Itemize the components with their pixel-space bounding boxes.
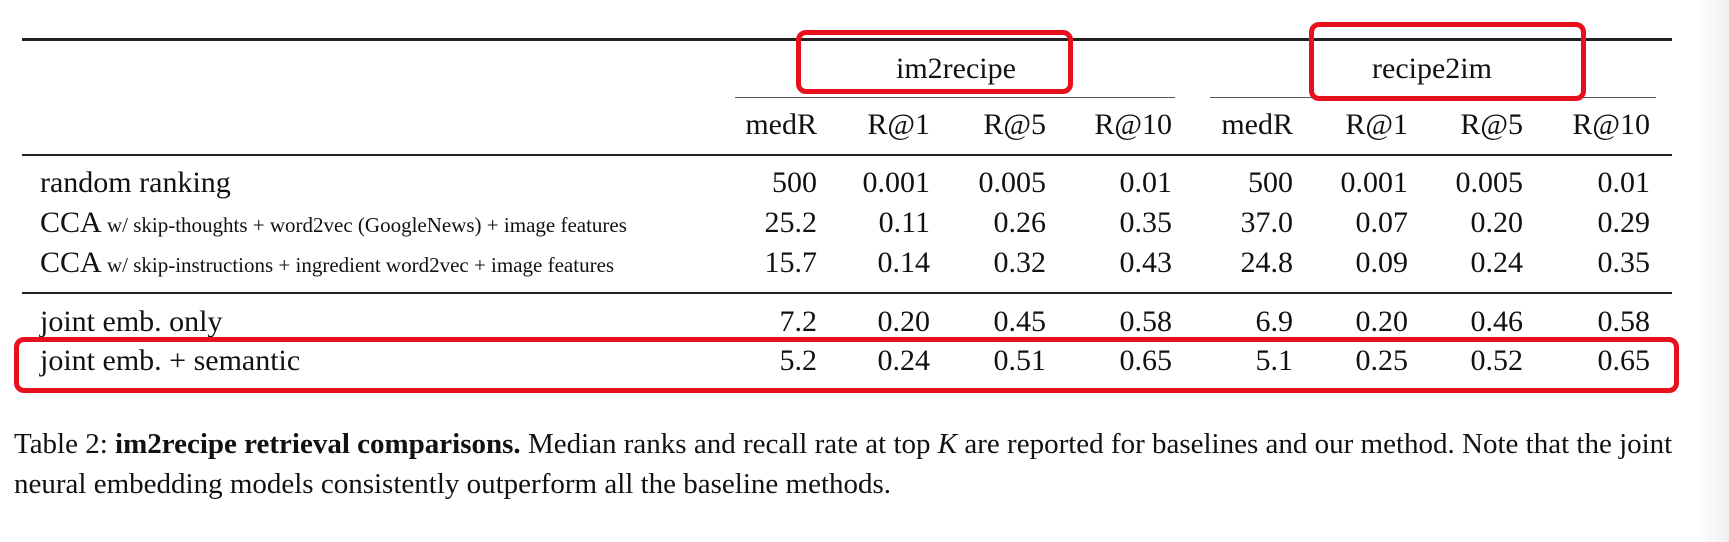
table-cell: 0.29	[1597, 206, 1651, 239]
table-cell: 0.26	[993, 206, 1047, 239]
table-cell: 37.0	[1240, 206, 1294, 239]
method-detail: w/ skip-thoughts + word2vec (GoogleNews)…	[101, 213, 627, 237]
table-caption: Table 2: im2recipe retrieval comparisons…	[14, 424, 1714, 504]
row-method-label: random ranking	[40, 166, 231, 202]
table-cell: 0.005	[1455, 166, 1524, 199]
highlight-box-im2recipe	[796, 30, 1073, 94]
table-cell: 0.35	[1119, 206, 1173, 239]
table-cell: 6.9	[1255, 305, 1294, 338]
method-name: random ranking	[40, 166, 231, 199]
table-cell: 0.09	[1355, 246, 1409, 279]
highlight-box-recipe2im	[1309, 22, 1586, 101]
table-cell: 0.35	[1597, 246, 1651, 279]
table-cell: 500	[1248, 166, 1293, 199]
table-cell: 0.25	[1355, 344, 1409, 377]
table-cell: 500	[772, 166, 817, 199]
caption-variable: K	[937, 428, 958, 460]
col-header-r1: R@1	[867, 108, 930, 141]
table-top-rule	[22, 38, 1672, 41]
table-cell: 0.52	[1470, 344, 1524, 377]
table-cell: 25.2	[764, 206, 818, 239]
col-header-r10: R@10	[1572, 108, 1650, 141]
row-method-label: joint emb. only	[40, 305, 223, 341]
table-cell: 0.45	[993, 305, 1047, 338]
table-cell: 0.01	[1119, 166, 1173, 199]
col-header-r5: R@5	[1460, 108, 1523, 141]
table-cell: 15.7	[764, 246, 818, 279]
table-cell: 0.65	[1119, 344, 1173, 377]
table-cell: 5.2	[779, 344, 818, 377]
group-header-recipe2im: recipe2im	[1372, 52, 1492, 85]
table-cell: 0.58	[1119, 305, 1173, 338]
col-header-medr: medR	[1221, 108, 1293, 141]
highlight-box-best-row	[14, 337, 1679, 393]
table-cell: 0.65	[1597, 344, 1651, 377]
method-name: joint emb. only	[40, 305, 223, 338]
table-cell: 24.8	[1240, 246, 1294, 279]
caption-bold-title: im2recipe retrieval comparisons.	[115, 428, 521, 460]
table-cell: 0.32	[993, 246, 1047, 279]
method-name: CCA	[40, 206, 102, 239]
table-cell: 0.07	[1355, 206, 1409, 239]
table-cell: 0.11	[878, 206, 930, 239]
table-cell: 0.58	[1597, 305, 1651, 338]
method-detail: w/ skip-instructions + ingredient word2v…	[101, 253, 615, 277]
caption-text: Median ranks and recall rate at top	[520, 428, 938, 460]
table-cell: 0.24	[1470, 246, 1524, 279]
caption-text: are reported for baselines and our metho…	[14, 428, 1673, 500]
row-method-label: joint emb. + semantic	[40, 344, 300, 380]
group-rule-im2recipe	[735, 97, 1175, 99]
table-cell: 5.1	[1255, 344, 1294, 377]
table-cell: 0.01	[1597, 166, 1651, 199]
table-cell: 0.43	[1119, 246, 1173, 279]
col-header-medr: medR	[745, 108, 817, 141]
method-name: CCA	[40, 246, 102, 279]
caption-prefix: Table 2:	[14, 428, 116, 460]
table-header-rule	[22, 154, 1672, 156]
table-cell: 0.001	[862, 166, 931, 199]
table-cell: 0.005	[978, 166, 1047, 199]
table-cell: 0.51	[993, 344, 1047, 377]
table-cell: 0.20	[877, 305, 931, 338]
table-cell: 0.20	[1470, 206, 1524, 239]
col-header-r1: R@1	[1345, 108, 1408, 141]
table-cell: 0.14	[877, 246, 931, 279]
table-group-separator	[22, 292, 1672, 294]
page-edge-shade	[1699, 0, 1729, 542]
col-header-r5: R@5	[983, 108, 1046, 141]
row-method-label: CCA w/ skip-instructions + ingredient wo…	[40, 246, 614, 282]
table-cell: 7.2	[779, 305, 818, 338]
table-cell: 0.24	[877, 344, 931, 377]
table-cell: 0.001	[1340, 166, 1409, 199]
table-cell: 0.46	[1470, 305, 1524, 338]
col-header-r10: R@10	[1094, 108, 1172, 141]
method-name: joint emb. + semantic	[40, 344, 301, 377]
group-header-im2recipe: im2recipe	[896, 52, 1016, 85]
row-method-label: CCA w/ skip-thoughts + word2vec (GoogleN…	[40, 206, 627, 242]
table-cell: 0.20	[1355, 305, 1409, 338]
